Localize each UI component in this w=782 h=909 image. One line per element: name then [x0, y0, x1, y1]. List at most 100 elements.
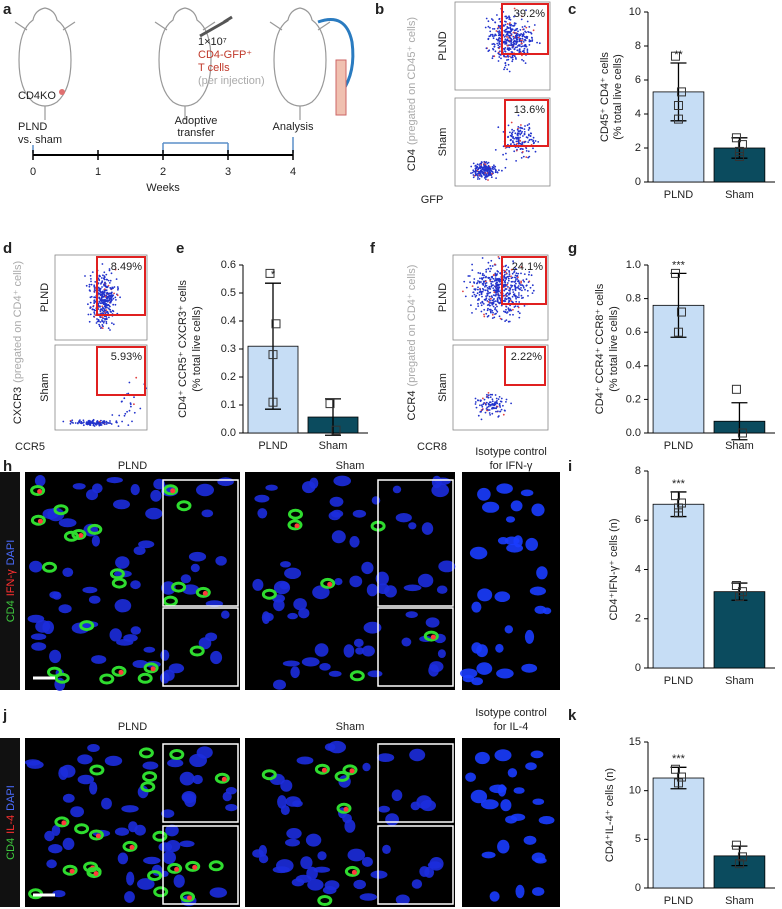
event-dot: [497, 46, 500, 49]
event-dot: [108, 294, 111, 297]
event-dot: [516, 27, 519, 30]
nucleus: [405, 611, 418, 618]
event-dot: [93, 311, 96, 314]
cytokine: [343, 806, 349, 812]
event-dot: [511, 272, 514, 275]
event-dot: [531, 37, 533, 39]
event-dot: [98, 287, 101, 290]
event-dot: [103, 320, 105, 323]
event-dot: [485, 295, 487, 298]
event-dot: [498, 396, 501, 398]
event-dot: [496, 42, 499, 45]
y-axis-label: CD45⁺ CD4⁺ cells: [599, 52, 611, 142]
event-dot: [119, 296, 121, 299]
event-dot: [499, 26, 501, 28]
event-dot: [531, 39, 534, 41]
event-dot: [512, 37, 515, 40]
nucleus: [161, 809, 175, 818]
event-dot: [483, 402, 485, 404]
row-label: Sham: [437, 128, 449, 157]
nucleus: [167, 758, 184, 768]
event-dot: [518, 35, 521, 37]
event-dot: [101, 299, 103, 301]
event-dot: [512, 293, 515, 296]
event-dot: [489, 299, 491, 302]
cytokine: [351, 869, 357, 875]
event-dot: [97, 319, 100, 322]
nucleus: [313, 866, 331, 873]
nucleus: [26, 760, 44, 769]
event-dot: [106, 306, 108, 309]
event-dot: [133, 403, 135, 406]
event-dot: [504, 279, 507, 282]
event-dot: [506, 68, 509, 71]
event-dot: [103, 271, 106, 274]
y-tick-label: 0.0: [221, 427, 236, 439]
nucleus: [87, 744, 100, 752]
event-dot: [488, 295, 491, 298]
nucleus: [510, 500, 523, 512]
event-dot: [498, 32, 500, 34]
data-point: [670, 51, 680, 61]
event-dot: [98, 423, 101, 426]
event-dot: [520, 18, 523, 21]
mouse-label: CD4KO: [18, 90, 56, 102]
event-dot: [513, 150, 516, 153]
event-dot: [480, 163, 483, 166]
cd4-cell: [334, 770, 350, 782]
event-dot: [498, 33, 501, 36]
event-dot: [537, 141, 540, 143]
event-dot: [509, 34, 511, 37]
event-dot: [512, 136, 515, 138]
event-dot: [498, 18, 501, 20]
event-dot: [474, 401, 477, 403]
nucleus: [324, 880, 340, 891]
event-dot: [503, 275, 505, 277]
nucleus: [182, 793, 194, 802]
event-dot: [480, 174, 483, 177]
event-dot: [478, 178, 481, 180]
event-dot: [491, 167, 494, 170]
inset-frame: [162, 825, 239, 905]
event-dot: [525, 9, 527, 12]
event-dot: [485, 401, 488, 404]
nucleus: [265, 484, 278, 491]
event-dot: [483, 398, 486, 401]
event-dot: [497, 60, 500, 62]
event-dot: [486, 309, 489, 312]
event-dot: [505, 30, 507, 33]
gate-percentage: 13.6%: [514, 104, 545, 116]
event-dot: [470, 165, 473, 168]
injection-site: [59, 89, 65, 95]
event-dot: [490, 282, 493, 285]
event-dot: [508, 30, 510, 33]
gate: [501, 3, 549, 55]
cytokine: [430, 634, 436, 640]
event-dot: [477, 176, 479, 179]
event-dot: [104, 312, 107, 315]
column-title: PLND: [118, 460, 147, 472]
event-dot: [485, 297, 488, 299]
event-dot: [503, 289, 506, 292]
y-axis-label: CD4⁺ CCR5⁺ CXCR3⁺ cells: [177, 280, 189, 418]
event-dot: [522, 60, 525, 62]
event-dot: [497, 24, 500, 27]
event-dot: [517, 137, 520, 140]
event-dot: [503, 25, 505, 27]
event-dot: [498, 278, 501, 281]
event-dot: [474, 167, 477, 170]
nucleus: [30, 633, 47, 640]
event-dot: [511, 56, 514, 59]
event-dot: [123, 414, 126, 417]
nucleus: [409, 748, 426, 762]
nucleus: [153, 478, 166, 490]
nucleus: [538, 816, 555, 825]
significance: *: [271, 269, 276, 281]
event-dot: [504, 294, 507, 297]
event-dot: [506, 31, 509, 34]
event-dot: [93, 285, 96, 288]
event-dot: [69, 422, 72, 425]
event-dot: [472, 176, 475, 179]
event-dot: [495, 289, 497, 291]
